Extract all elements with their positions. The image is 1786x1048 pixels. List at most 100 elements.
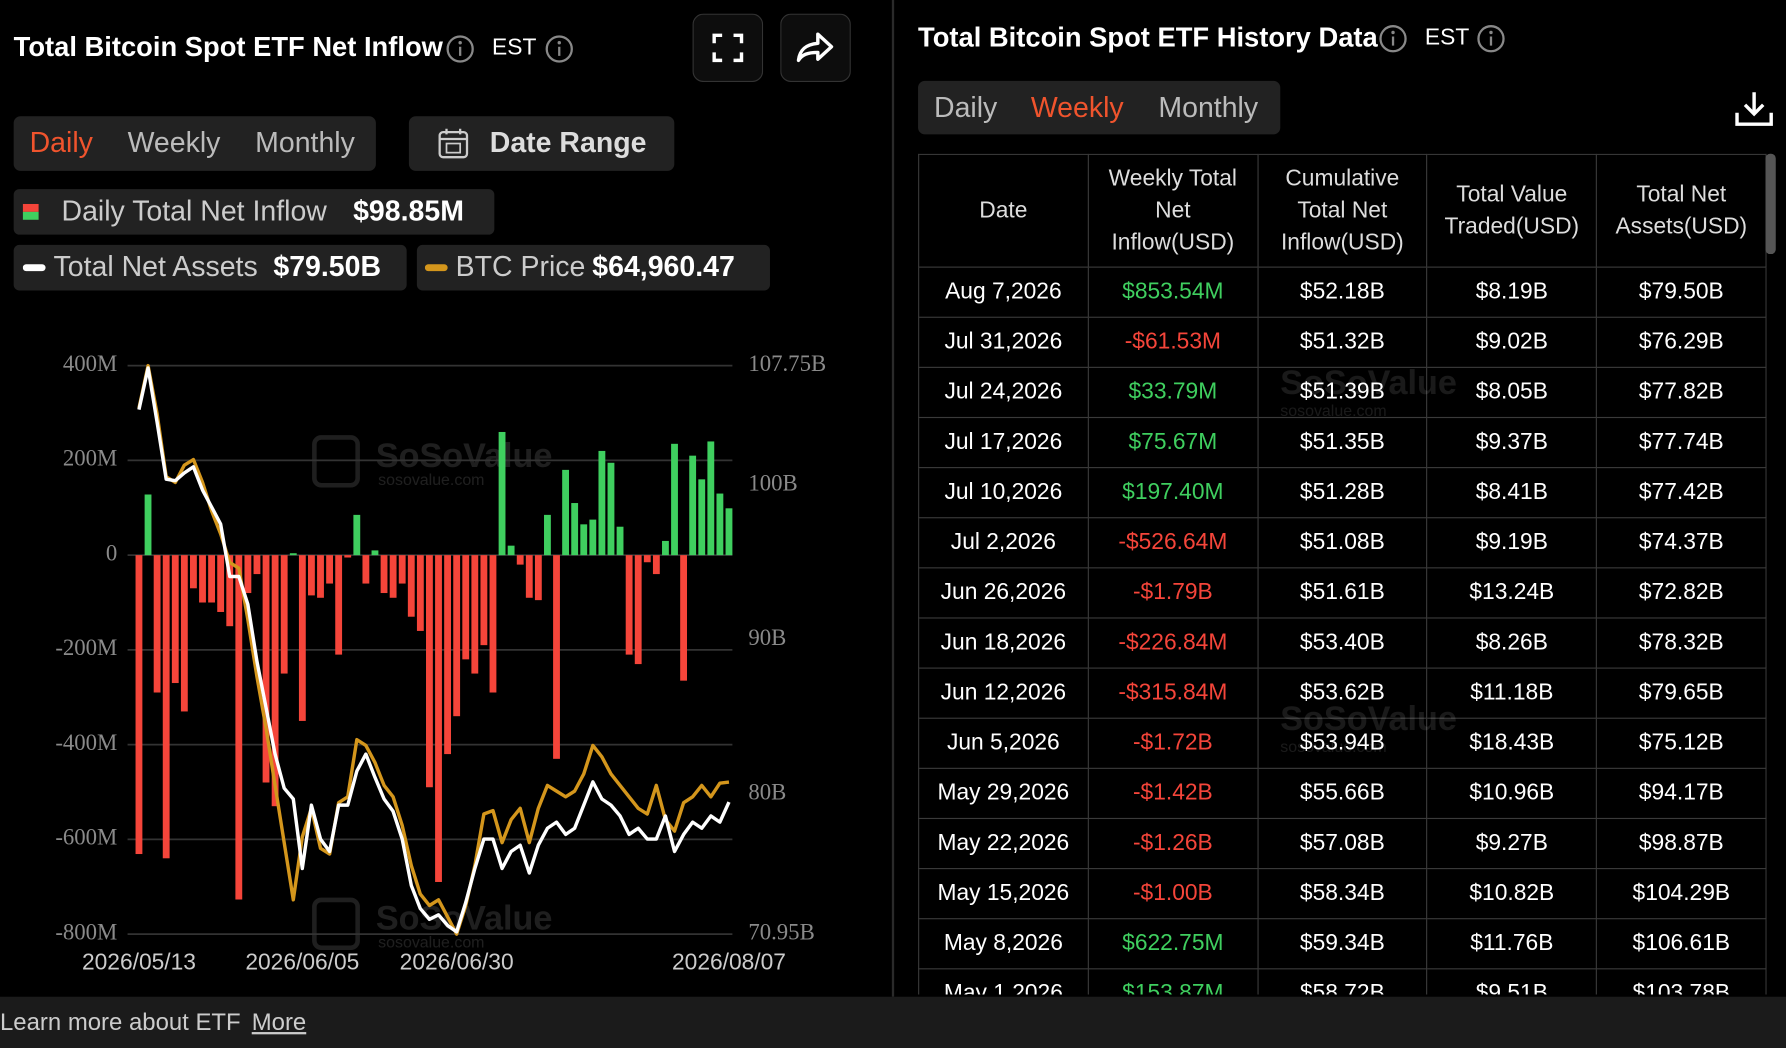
bar xyxy=(580,524,588,556)
download-button[interactable] xyxy=(1734,89,1775,128)
bar xyxy=(498,431,506,556)
table-cell: $10.82B xyxy=(1426,868,1598,920)
tab-group: Daily Weekly Monthly xyxy=(918,80,1281,135)
info-icon[interactable] xyxy=(544,34,574,64)
bar xyxy=(553,555,560,759)
table-row: Aug 7,2026 $853.54M $52.18B $8.19B $79.50B xyxy=(918,266,1767,318)
bar xyxy=(725,508,733,556)
table-cell: Jul 10,2026 xyxy=(918,467,1089,519)
tab[interactable]: Daily xyxy=(934,91,998,124)
table-row: Jul 31,2026 -$61.53M $51.32B $9.02B $76.29B xyxy=(918,316,1767,368)
y2-tick-label: 70.95B xyxy=(748,919,814,944)
bar xyxy=(598,450,606,556)
tab[interactable]: Weekly xyxy=(127,127,221,159)
share-button[interactable] xyxy=(780,13,851,83)
watermark: SoSoValue xyxy=(1280,700,1457,739)
scrollbar[interactable] xyxy=(1765,153,1776,255)
bar xyxy=(707,441,715,556)
bar xyxy=(426,555,433,788)
table-cell: Aug 7,2026 xyxy=(918,266,1089,318)
bar xyxy=(235,555,243,900)
bar xyxy=(607,462,615,556)
column-header: Date xyxy=(918,153,1089,268)
table-cell: $622.75M xyxy=(1087,918,1259,970)
table-cell: $51.61B xyxy=(1257,567,1428,619)
watermark: SoSoValue xyxy=(376,437,553,475)
chart: SoSoValue sosovalue.com SoSoValue sosova… xyxy=(55,351,826,975)
tab[interactable]: Daily xyxy=(29,127,93,159)
bar xyxy=(716,493,724,556)
bar xyxy=(190,555,197,589)
bar xyxy=(671,443,678,556)
table-row: May 8,2026 $622.75M $59.34B $11.76B $106.61B xyxy=(918,918,1767,970)
x-tick-label: 2026/06/30 xyxy=(400,949,514,975)
table-cell: $104.29B xyxy=(1595,868,1767,920)
legend-label: Daily Total Net Inflow xyxy=(61,195,327,228)
table-cell: May 8,2026 xyxy=(918,918,1089,970)
bar xyxy=(680,555,688,681)
x-tick-label: 2026/06/05 xyxy=(245,949,359,975)
table-cell: $9.27B xyxy=(1426,817,1598,870)
bar xyxy=(407,555,415,617)
info-icon[interactable] xyxy=(1378,24,1408,54)
bar xyxy=(525,555,533,598)
tab[interactable]: Monthly xyxy=(1158,91,1259,124)
bar xyxy=(317,555,324,598)
table-row: Jul 10,2026 $197.40M $51.28B $8.41B $77.42B xyxy=(918,467,1767,519)
table-cell: $79.65B xyxy=(1595,667,1767,719)
timezone: EST xyxy=(492,35,537,61)
table-cell: $74.37B xyxy=(1595,517,1767,569)
y-tick-label: -600M xyxy=(55,825,117,850)
table-cell: $58.34B xyxy=(1257,868,1428,920)
table-cell: $57.08B xyxy=(1257,817,1428,870)
bar xyxy=(698,479,706,556)
info-icon[interactable] xyxy=(1476,24,1506,54)
date-range-button[interactable]: Date Range xyxy=(408,116,675,171)
bar xyxy=(253,555,261,575)
bar xyxy=(199,555,206,603)
column-header: Total Value Traded(USD) xyxy=(1426,153,1598,268)
watermark-url: sosovalue.com xyxy=(378,934,484,951)
table-cell: $103.78B xyxy=(1595,968,1767,995)
tab[interactable]: Weekly xyxy=(1030,91,1124,124)
table-cell: $853.54M xyxy=(1087,266,1259,318)
table-cell: $76.29B xyxy=(1595,316,1767,368)
bar xyxy=(480,555,488,646)
bar xyxy=(643,555,651,563)
bar xyxy=(353,514,361,556)
footer-link[interactable]: More xyxy=(251,1009,307,1036)
table-cell: $98.87B xyxy=(1595,817,1767,870)
y2-tick-label: 80B xyxy=(748,780,786,805)
timezone: EST xyxy=(1424,25,1470,51)
line xyxy=(137,363,730,936)
table-cell: Jul 2,2026 xyxy=(918,517,1089,569)
watermark: SoSoValue xyxy=(1280,364,1457,403)
bar xyxy=(180,555,188,712)
table-cell: $72.82B xyxy=(1595,567,1767,619)
bar xyxy=(208,555,215,603)
table-row: May 15,2026 -$1.00B $58.34B $10.82B $104.29B xyxy=(918,868,1767,920)
table-cell: $13.24B xyxy=(1426,567,1598,619)
panel-title: Total Bitcoin Spot ETF Net Inflow xyxy=(13,31,443,63)
table-cell: $75.67M xyxy=(1087,416,1259,469)
legend-label: BTC Price xyxy=(455,251,586,284)
table-row: Jul 17,2026 $75.67M $51.35B $9.37B $77.74B xyxy=(918,416,1767,469)
table-cell: $51.32B xyxy=(1257,316,1428,368)
bar xyxy=(489,555,497,693)
y-tick-label: 200M xyxy=(63,446,117,471)
table-cell: $77.82B xyxy=(1595,366,1767,419)
tab[interactable]: Monthly xyxy=(255,127,355,159)
legend-item: Total Net Assets $79.50B xyxy=(13,244,407,291)
bar xyxy=(625,555,633,655)
fullscreen-button[interactable] xyxy=(692,13,764,83)
legend-item: BTC Price $64,960.47 xyxy=(416,244,770,291)
legend-value: $98.85M xyxy=(353,195,464,228)
bar xyxy=(662,540,669,556)
bar xyxy=(507,545,515,556)
y2-tick-label: 107.75B xyxy=(748,351,826,376)
column-header: Cumulative Total Net Inflow(USD) xyxy=(1257,153,1428,268)
table-cell: $8.26B xyxy=(1426,617,1598,669)
table-row: Jun 26,2026 -$1.79B $51.61B $13.24B $72.82B xyxy=(918,567,1767,619)
info-icon[interactable] xyxy=(445,34,475,64)
date-range-label: Date Range xyxy=(489,127,647,159)
